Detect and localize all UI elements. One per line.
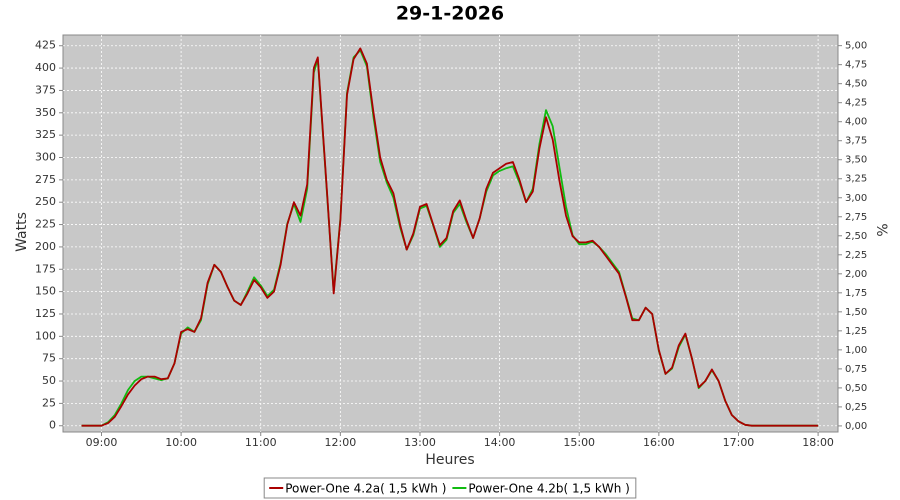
y2-tick-label: 2,00 xyxy=(845,269,867,280)
y-tick-label: 350 xyxy=(35,106,56,119)
y-tick-label: 325 xyxy=(35,128,56,141)
y2-tick-label: 4,25 xyxy=(845,98,867,109)
y2-tick-label: 5,00 xyxy=(845,41,867,52)
y2-tick-label: 1,25 xyxy=(845,326,867,337)
y2-tick-label: 4,00 xyxy=(845,117,867,128)
y-tick-label: 75 xyxy=(42,352,56,365)
y2-tick-label: 0,75 xyxy=(845,364,867,375)
y-tick-label: 375 xyxy=(35,83,56,96)
y-tick-label: 200 xyxy=(35,240,56,253)
legend-label: Power-One 4.2b( 1,5 kWh ) xyxy=(468,482,629,496)
y-tick-label: 150 xyxy=(35,285,56,298)
series-line xyxy=(81,47,819,427)
chart-title: 29-1-2026 xyxy=(396,3,504,25)
y-tick-label: 275 xyxy=(35,173,56,186)
legend-box xyxy=(263,477,637,499)
y-tick-label: 25 xyxy=(42,396,56,409)
y2-tick-label: 2,25 xyxy=(845,250,867,261)
x-tick-label: 18:00 xyxy=(802,436,834,449)
y2-tick-label: 0,25 xyxy=(845,402,867,413)
x-tick-label: 13:00 xyxy=(404,436,436,449)
y2-tick-label: 1,00 xyxy=(845,345,867,356)
y2-tick-label: 2,50 xyxy=(845,231,867,242)
y2-tick-label: 3,50 xyxy=(845,155,867,166)
y-tick-label: 100 xyxy=(35,329,56,342)
x-tick-label: 09:00 xyxy=(86,436,118,449)
y-axis-label: Watts xyxy=(14,212,30,252)
y2-tick-label: 0,50 xyxy=(845,383,867,394)
x-tick-label: 15:00 xyxy=(563,436,595,449)
y-tick-label: 175 xyxy=(35,262,56,275)
y2-tick-label: 1,50 xyxy=(845,307,867,318)
x-tick-label: 12:00 xyxy=(325,436,357,449)
y-tick-label: 250 xyxy=(35,195,56,208)
y-tick-label: 400 xyxy=(35,61,56,74)
y-tick-label: 300 xyxy=(35,150,56,163)
y2-tick-label: 3,25 xyxy=(845,174,867,185)
x-tick-label: 17:00 xyxy=(723,436,755,449)
y2-tick-label: 1,75 xyxy=(845,288,867,299)
y2-tick-label: 4,75 xyxy=(845,60,867,71)
y-tick-label: 225 xyxy=(35,218,56,231)
y2-tick-label: 3,00 xyxy=(845,193,867,204)
legend-label: Power-One 4.2a( 1,5 kWh ) xyxy=(285,482,446,496)
y2-tick-label: 4,50 xyxy=(845,79,867,90)
y2-axis-label: % xyxy=(873,223,889,236)
x-tick-label: 16:00 xyxy=(643,436,675,449)
legend: Power-One 4.2a( 1,5 kWh ) Power-One 4.2b(… xyxy=(263,477,637,499)
y-tick-label: 50 xyxy=(42,374,56,387)
x-tick-label: 11:00 xyxy=(245,436,277,449)
y-tick-label: 0 xyxy=(49,419,56,432)
y-tick-label: 425 xyxy=(35,39,56,52)
x-axis-label: Heures xyxy=(425,452,474,468)
y2-tick-label: 0,00 xyxy=(845,421,867,432)
x-tick-label: 10:00 xyxy=(165,436,197,449)
y2-tick-label: 3,75 xyxy=(845,136,867,147)
y-tick-label: 125 xyxy=(35,307,56,320)
plot-area xyxy=(62,34,839,433)
x-tick-label: 14:00 xyxy=(484,436,516,449)
y2-tick-label: 2,75 xyxy=(845,212,867,223)
